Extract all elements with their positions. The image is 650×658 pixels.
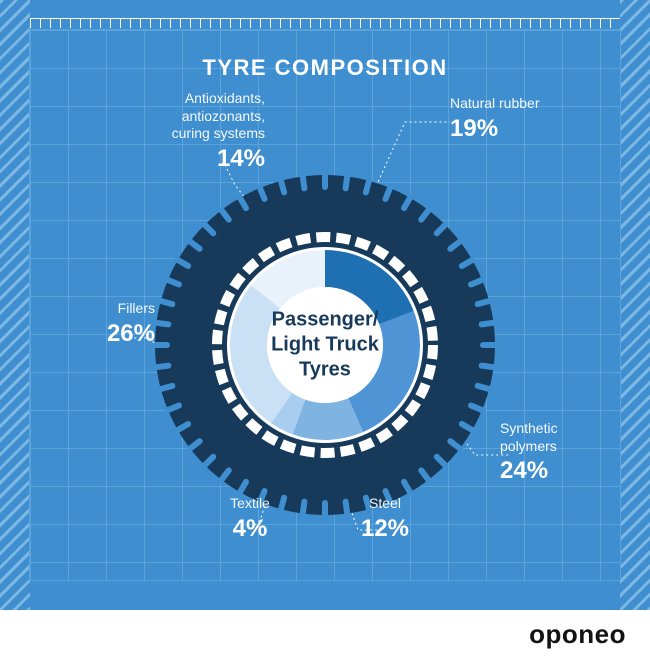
callout-label: Antioxidants,antiozonants,curing systems — [90, 90, 265, 143]
callout: Syntheticpolymers24% — [500, 420, 640, 485]
callout-percent: 4% — [195, 515, 305, 543]
callout: Antioxidants,antiozonants,curing systems… — [90, 90, 265, 173]
callout-percent: 19% — [450, 115, 620, 143]
tyre-graphic: Passenger/ Light Truck Tyres — [155, 175, 495, 515]
brand-text: oponeo — [529, 619, 626, 650]
callout-percent: 14% — [90, 145, 265, 173]
callout-percent: 26% — [35, 320, 155, 348]
callout-label: Natural rubber — [450, 95, 620, 113]
brand-logo: oponeo — [0, 610, 650, 658]
callout: Fillers 26% — [35, 300, 155, 348]
callout-label: Syntheticpolymers — [500, 420, 640, 455]
callout: Natural rubber 19% — [450, 95, 620, 143]
callout: Steel 12% — [330, 495, 440, 543]
callout-percent: 24% — [500, 457, 640, 485]
callout-percent: 12% — [330, 515, 440, 543]
callout-label: Fillers — [35, 300, 155, 318]
center-label-line: Tyres — [299, 359, 351, 381]
callout-label: Textile — [195, 495, 305, 513]
callout-label: Steel — [330, 495, 440, 513]
center-label-line: Light Truck — [271, 334, 379, 356]
infographic-stage: TYRE COMPOSITION Passenger/ Light Truck … — [0, 0, 650, 610]
donut-center-label: Passenger/ Light Truck Tyres — [255, 308, 395, 383]
callout: Textile 4% — [195, 495, 305, 543]
center-label-line: Passenger/ — [272, 309, 379, 331]
